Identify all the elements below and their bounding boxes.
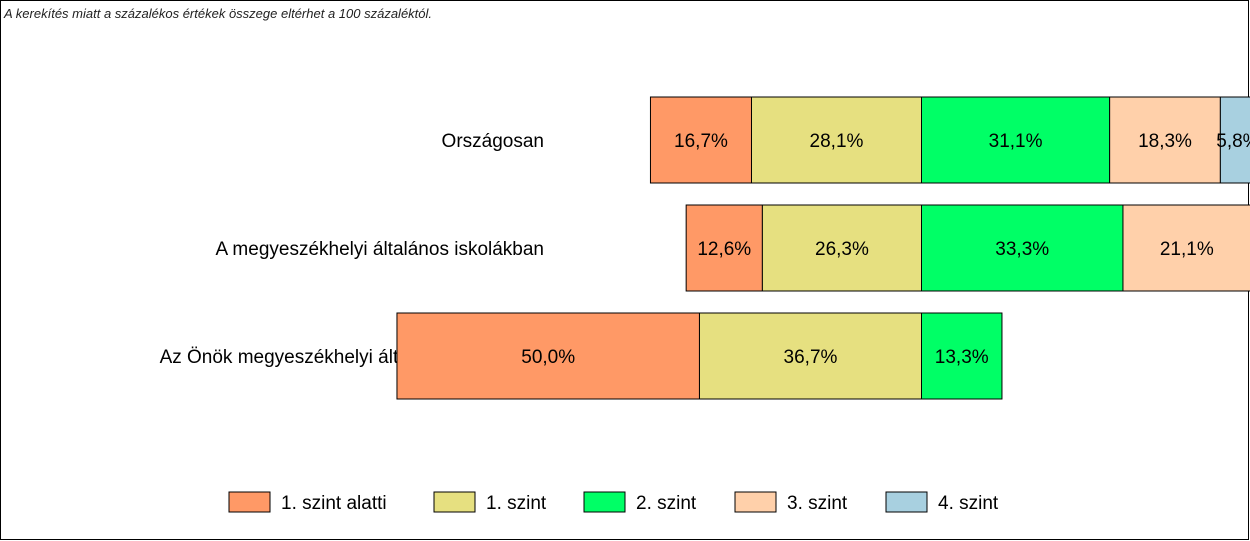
category-label: A megyeszékhelyi általános iskolákban [216,239,544,260]
data-label: 13,3% [935,347,989,368]
rounding-note: A kerekítés miatt a százalékos értékek ö… [3,6,432,21]
data-label: 26,3% [815,239,869,260]
legend-swatch [885,491,928,513]
bar-segment [649,96,752,184]
data-label: 28,1% [810,131,864,152]
data-label: 12,6% [697,239,751,260]
data-label: 5,8% [1216,131,1250,152]
bar-segment [921,204,1124,292]
legend-swatch [734,491,777,513]
data-label: 18,3% [1138,131,1192,152]
legend-swatch [433,491,476,513]
bar-segment [698,312,923,400]
bars [396,96,1250,400]
legend: 1. szint alatti 1. szint 2. szint 3. szint 4… [228,491,999,514]
bar-segment [921,96,1111,184]
legend-label: 1. szint [486,493,547,514]
bar-segment [1122,204,1250,292]
legend-label: 3. szint [787,493,848,514]
bar-segment [761,204,923,292]
data-label: 50,0% [521,347,575,368]
data-label: 36,7% [784,347,838,368]
bar-segment [921,312,1003,400]
bar-segment [1219,96,1250,184]
data-label: 31,1% [989,131,1043,152]
category-label: Országosan [442,131,544,152]
bar-segment [750,96,922,184]
data-label: 21,1% [1160,239,1214,260]
data-label: 33,3% [995,239,1049,260]
legend-swatch [583,491,626,513]
data-label: 16,7% [674,131,728,152]
legend-label: 2. szint [636,493,697,514]
bar-segment [396,312,700,400]
bar-segment [685,204,763,292]
legend-swatch [228,491,271,513]
legend-label: 1. szint alatti [281,493,387,514]
legend-label: 4. szint [938,493,999,514]
bar-segment [1109,96,1221,184]
data-labels: 16,7% 28,1% 31,1% 18,3% 5,8% 12,6% 26,3% 33,3% 2… [521,131,1250,368]
